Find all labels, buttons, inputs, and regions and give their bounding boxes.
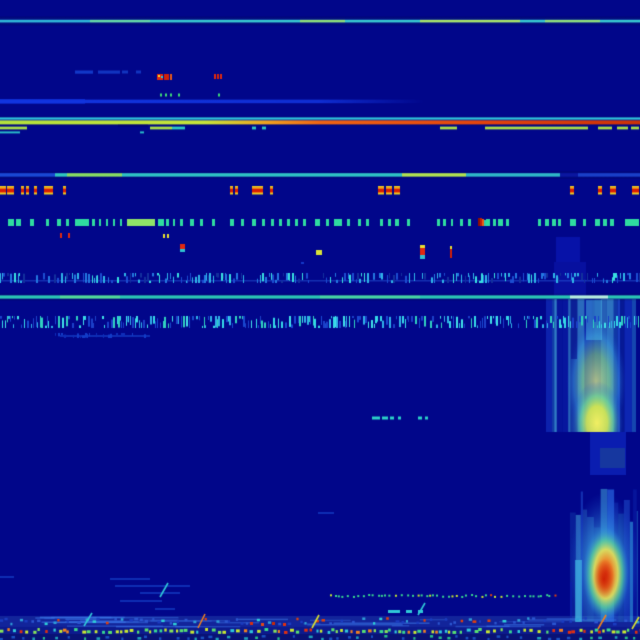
spectrogram-view	[0, 0, 640, 640]
spectrogram-heatmap-canvas	[0, 0, 640, 640]
